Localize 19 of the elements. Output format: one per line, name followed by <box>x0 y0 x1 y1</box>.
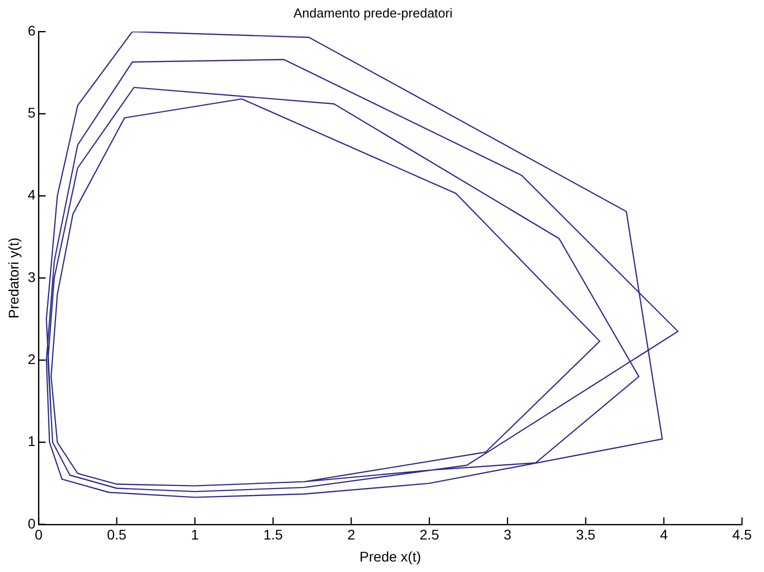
y-tick-label: 0 <box>28 515 36 532</box>
x-tick-label: 1.5 <box>263 526 283 543</box>
x-tick-label: 4.5 <box>732 526 752 543</box>
y-tick-label: 1 <box>28 433 36 450</box>
x-tick-label: 2.5 <box>420 526 440 543</box>
x-tick-label: 4 <box>660 526 668 543</box>
y-tick-label: 3 <box>28 268 36 285</box>
y-tick-label: 4 <box>28 186 36 203</box>
y-tick-label: 2 <box>28 350 36 367</box>
y-tick-label: 6 <box>28 22 36 38</box>
y-axis-title: Predatori y(t) <box>5 238 22 318</box>
x-tick-label: 3.5 <box>576 526 596 543</box>
x-tick-label: 3 <box>504 526 512 543</box>
x-tick-label: 1 <box>191 526 199 543</box>
x-axis-title: Prede x(t) <box>360 548 422 564</box>
x-tick-label: 0.5 <box>107 526 127 543</box>
y-tick-label: 5 <box>28 104 36 121</box>
chart-title: Andamento prede-predatori <box>294 5 453 20</box>
x-tick-label: 2 <box>347 526 356 543</box>
